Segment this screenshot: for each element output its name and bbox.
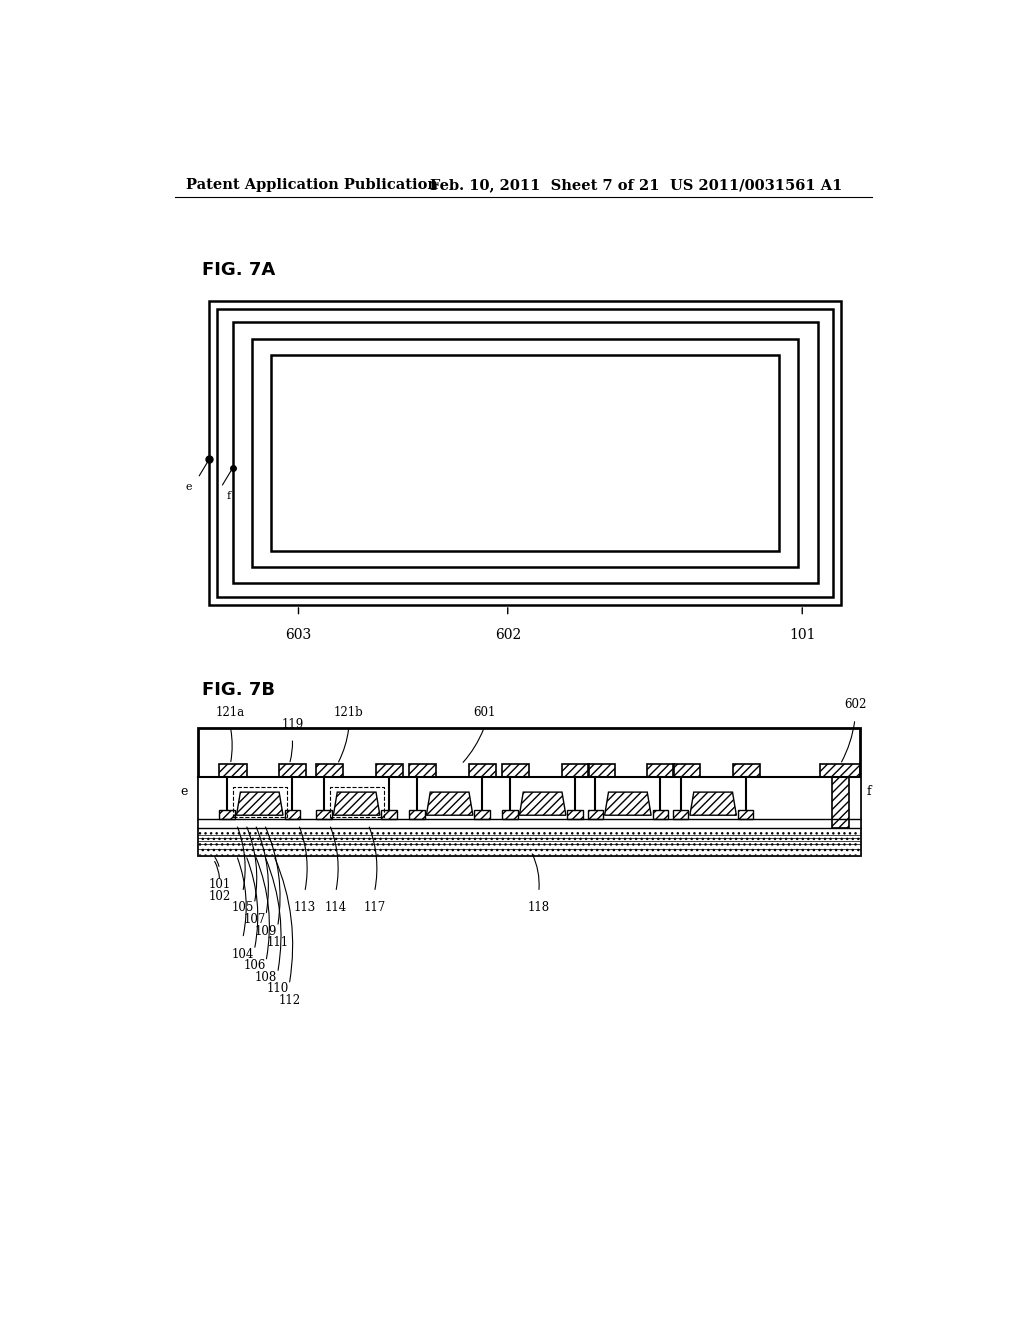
Text: 101: 101	[790, 628, 815, 642]
Bar	[271, 355, 779, 552]
Bar	[480, 339, 799, 566]
Text: 101: 101	[208, 878, 230, 891]
Bar	[588, 810, 603, 818]
Bar	[480, 309, 834, 598]
Text: 107: 107	[243, 913, 265, 927]
Bar	[673, 810, 688, 818]
Bar	[567, 810, 583, 818]
Bar	[503, 810, 518, 818]
Text: 110: 110	[266, 982, 289, 995]
Bar	[588, 764, 614, 776]
Bar	[381, 810, 397, 818]
Text: 602: 602	[844, 698, 866, 711]
Bar	[232, 322, 818, 583]
Text: 102: 102	[208, 890, 230, 903]
Text: f: f	[866, 785, 871, 799]
Text: 108: 108	[255, 970, 278, 983]
Bar	[252, 339, 799, 566]
Text: 118: 118	[527, 902, 550, 915]
Text: 117: 117	[364, 902, 386, 915]
Bar	[316, 810, 332, 818]
Bar	[316, 764, 343, 776]
Bar	[738, 810, 754, 818]
Bar	[469, 764, 496, 776]
Bar	[209, 301, 841, 605]
Bar	[209, 301, 841, 605]
Text: 111: 111	[266, 936, 289, 949]
Text: 121a: 121a	[216, 706, 245, 719]
Bar	[410, 810, 425, 818]
Bar	[480, 355, 779, 552]
Bar	[652, 810, 669, 818]
Bar	[280, 764, 306, 776]
Bar	[219, 810, 234, 818]
Bar	[480, 322, 818, 583]
Bar	[252, 339, 799, 566]
Bar	[198, 776, 860, 818]
Text: 106: 106	[243, 960, 265, 973]
Bar	[732, 764, 760, 776]
Bar	[480, 301, 841, 605]
Bar	[198, 729, 860, 855]
Text: e: e	[180, 785, 187, 799]
Text: 114: 114	[325, 902, 347, 915]
Text: 104: 104	[231, 948, 254, 961]
Bar	[217, 309, 834, 598]
Text: 121b: 121b	[334, 706, 364, 719]
Text: 112: 112	[279, 994, 300, 1007]
Text: 113: 113	[294, 902, 315, 915]
Bar	[198, 829, 860, 855]
Bar	[831, 776, 849, 829]
Text: e: e	[185, 482, 193, 492]
Bar	[271, 355, 779, 552]
Bar	[376, 764, 403, 776]
Bar	[330, 788, 384, 817]
Text: US 2011/0031561 A1: US 2011/0031561 A1	[671, 178, 843, 193]
Text: Patent Application Publication: Patent Application Publication	[186, 178, 438, 193]
Text: 601: 601	[473, 706, 496, 719]
Text: FIG. 7B: FIG. 7B	[202, 681, 274, 698]
Bar	[252, 339, 799, 566]
Bar	[217, 309, 834, 598]
Bar	[198, 818, 860, 829]
Bar	[209, 301, 841, 605]
Bar	[232, 322, 818, 583]
Bar	[285, 810, 300, 818]
Text: FIG. 7A: FIG. 7A	[202, 261, 274, 279]
Bar	[232, 788, 287, 817]
Text: 119: 119	[282, 718, 303, 730]
Text: f: f	[226, 491, 230, 502]
Text: 603: 603	[286, 628, 311, 642]
Bar	[217, 309, 834, 598]
Bar	[820, 764, 860, 776]
Bar	[562, 764, 589, 776]
Bar	[271, 355, 779, 552]
Bar	[503, 764, 529, 776]
Text: Feb. 10, 2011  Sheet 7 of 21: Feb. 10, 2011 Sheet 7 of 21	[430, 178, 659, 193]
Bar	[232, 322, 818, 583]
Text: 105: 105	[231, 902, 254, 915]
Bar	[219, 764, 247, 776]
Bar	[647, 764, 675, 776]
Text: 602: 602	[495, 628, 521, 642]
Text: 109: 109	[255, 924, 278, 937]
Bar	[474, 810, 489, 818]
Bar	[410, 764, 436, 776]
Bar	[673, 764, 700, 776]
